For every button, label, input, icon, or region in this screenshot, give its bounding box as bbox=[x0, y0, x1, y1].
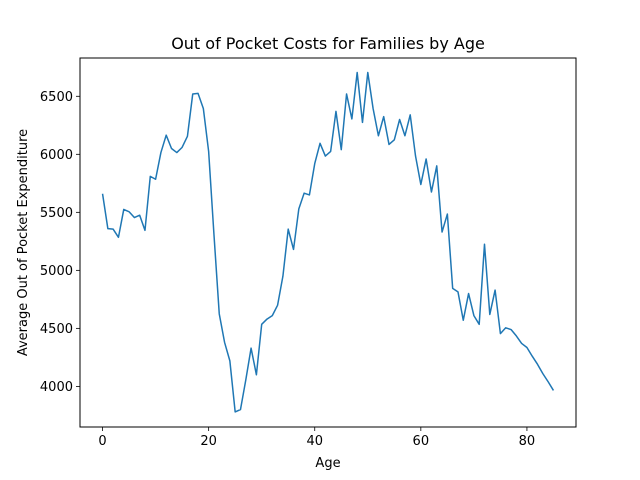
y-tick-label: 4500 bbox=[40, 322, 73, 337]
x-tick-label: 40 bbox=[306, 434, 323, 449]
x-tick-label: 60 bbox=[413, 434, 430, 449]
chart-title: Out of Pocket Costs for Families by Age bbox=[171, 34, 485, 53]
x-tick-label: 20 bbox=[200, 434, 217, 449]
y-tick-label: 4000 bbox=[40, 380, 73, 395]
y-tick-label: 5500 bbox=[40, 206, 73, 221]
y-tick-label: 6000 bbox=[40, 148, 73, 163]
y-axis-label: Average Out of Pocket Expenditure bbox=[16, 129, 31, 356]
x-tick-label: 0 bbox=[98, 434, 106, 449]
axes-frame bbox=[79, 57, 577, 428]
x-axis: 0 20 40 60 80 bbox=[98, 427, 535, 449]
y-axis: 4000 4500 5000 5500 6000 6500 bbox=[40, 90, 80, 395]
y-tick-label: 6500 bbox=[40, 90, 73, 105]
x-tick-label: 80 bbox=[519, 434, 536, 449]
plot-area bbox=[101, 71, 555, 413]
y-tick-label: 5000 bbox=[40, 264, 73, 279]
series-line-0 bbox=[101, 71, 555, 413]
x-axis-label: Age bbox=[315, 456, 340, 471]
